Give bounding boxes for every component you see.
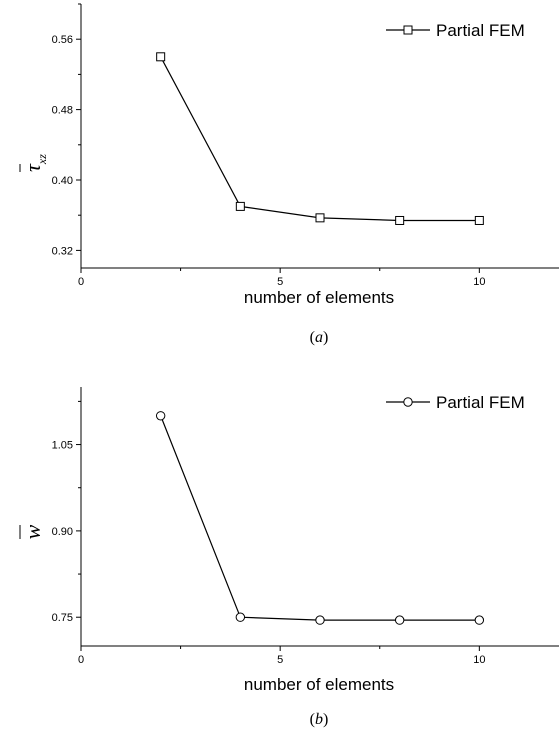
x-tick-label: 5 [277, 276, 283, 288]
data-point [315, 213, 325, 223]
caption-open: ( [310, 329, 315, 346]
chart-caption: (b) [310, 711, 329, 728]
legend-marker [403, 397, 413, 407]
legend: Partial FEM [386, 21, 525, 40]
x-tick-label: 0 [78, 654, 84, 666]
y-axis-symbol: τxz [20, 154, 49, 172]
y-axis-title: τxz [19, 154, 49, 172]
y-axis-subscript: xz [35, 154, 49, 165]
data-point [235, 201, 245, 211]
y-axis-symbol: w [20, 524, 45, 539]
x-tick-label: 10 [473, 654, 485, 666]
x-axis-title: number of elements [244, 675, 394, 694]
data-point [156, 52, 166, 62]
legend-label: Partial FEM [436, 21, 525, 40]
data-point [235, 612, 246, 622]
chart-a: 0.32 0.40 0.48 0.56 0 5 10 number of elements τx… [19, 3, 559, 346]
y-tick-label: 1.05 [52, 440, 73, 452]
chart-b: 0.75 0.90 1.05 0 5 10 number of elements w Parti… [19, 387, 559, 728]
y-axis-title: w [19, 524, 45, 539]
x-tick-label: 10 [473, 276, 485, 288]
y-tick-label: 0.56 [52, 34, 73, 46]
caption-close: ) [323, 329, 328, 346]
data-point [395, 215, 405, 225]
y-tick-label: 0.75 [52, 612, 73, 624]
chart-caption: (a) [310, 329, 329, 346]
data-point [474, 215, 484, 225]
y-tick-label: 0.48 [52, 105, 73, 117]
data-point [155, 411, 166, 421]
series-line [160, 56, 480, 222]
y-axis-symbol-text: w [20, 524, 45, 539]
y-tick-label: 0.40 [52, 175, 73, 187]
y-tick-label: 0.90 [52, 526, 73, 538]
legend-marker [403, 25, 413, 35]
x-tick-label: 0 [78, 276, 84, 288]
caption-letter: a [315, 329, 323, 346]
y-tick-label: 0.32 [52, 245, 73, 257]
data-point [394, 615, 405, 625]
caption-open: ( [310, 711, 315, 728]
data-point [315, 615, 325, 625]
legend: Partial FEM [386, 393, 525, 412]
legend-label: Partial FEM [436, 393, 525, 412]
caption-close: ) [323, 711, 328, 728]
x-axis-title: number of elements [244, 288, 394, 307]
y-axis-symbol-text: τ [20, 163, 45, 172]
data-point [474, 615, 485, 625]
caption-letter: b [315, 711, 323, 728]
series-line [160, 415, 480, 621]
x-tick-label: 5 [277, 654, 283, 666]
